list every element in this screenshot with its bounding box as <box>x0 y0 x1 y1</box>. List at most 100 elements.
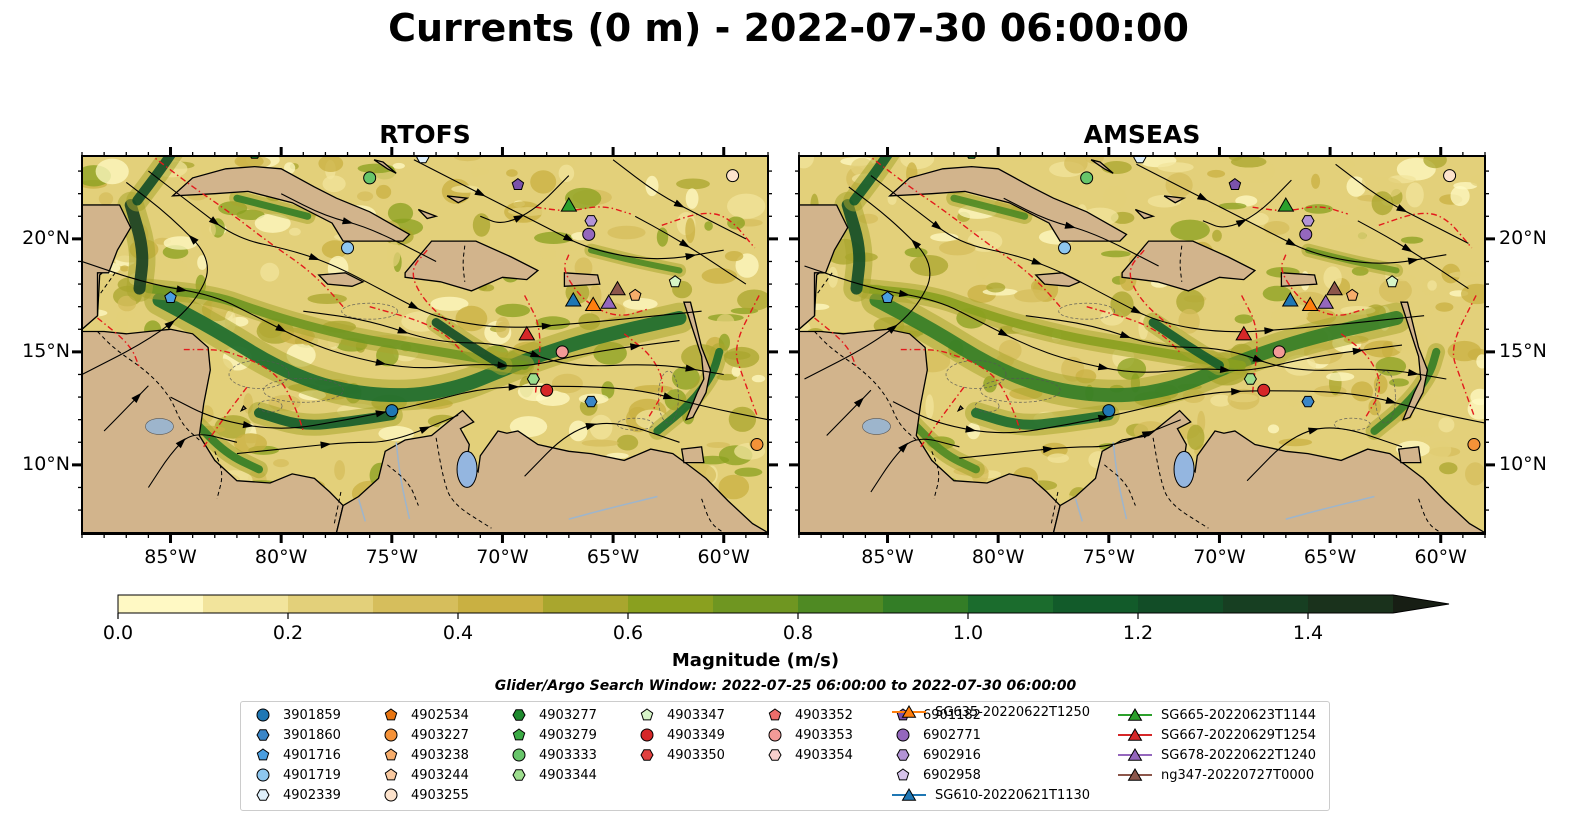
legend-marker-icon <box>768 728 782 742</box>
streamline-arrow <box>1235 219 1247 228</box>
legend-item-label: 4903238 <box>411 747 469 763</box>
colorbar-label: Magnitude (m/s) <box>671 650 840 671</box>
glider-ng347-20220727T0000 <box>609 280 626 296</box>
glider-SG635-20220622T1250 <box>584 296 602 311</box>
lake-maracaibo <box>456 450 478 488</box>
streamline-arrow <box>1196 192 1209 201</box>
legend-item-3901860: 3901860 <box>251 725 341 745</box>
streamline <box>870 175 1425 333</box>
streamline-arrow <box>1097 363 1110 371</box>
streamline <box>1357 220 1469 290</box>
lon-tick-label-amseas: 75°W <box>1082 546 1136 568</box>
streamline-arrow <box>208 216 220 226</box>
search-window-caption: Glider/Argo Search Window: 2022-07-25 06… <box>494 678 1077 694</box>
streamline <box>1202 179 1292 228</box>
streamline-arrow <box>562 233 575 242</box>
float-4903347 <box>1385 275 1399 288</box>
streamline-arrow <box>175 438 186 449</box>
frame-ticks <box>789 147 1495 543</box>
lon-tick-label-rtofs: 60°W <box>697 546 750 568</box>
streamline-arrow <box>965 425 977 433</box>
float-4903238 <box>1345 288 1359 301</box>
float-4901719 <box>1058 241 1072 255</box>
legend-item-label: 4903352 <box>795 707 853 723</box>
legend-item-SG665-20220623T1144: SG665-20220623T1144 <box>1117 705 1316 725</box>
legend-marker-icon <box>896 749 910 761</box>
float-6901182 <box>511 177 525 190</box>
lon-tick-label-rtofs: 80°W <box>254 546 308 568</box>
streamline-arrow <box>131 392 142 403</box>
colorbar-tick-label: 1.2 <box>1123 622 1153 644</box>
float-4901719 <box>341 241 355 255</box>
streamline-arrow <box>1308 427 1320 435</box>
colorbar-outline <box>117 594 1450 614</box>
streamline-arrow <box>673 199 685 208</box>
colorbar-segment <box>1223 595 1309 613</box>
float-4902339 <box>1133 156 1147 164</box>
lon-tick-label-amseas: 65°W <box>1303 546 1357 568</box>
legend-item-4902339: 4902339 <box>251 785 341 805</box>
colorbar-tick-label: 1.0 <box>953 622 983 644</box>
float-3901860 <box>1301 395 1315 408</box>
streamline-arrow <box>1064 221 1076 229</box>
map-panel-amseas <box>789 147 1495 543</box>
legend-item-label: 4903353 <box>795 727 853 743</box>
colorbar: 0.0 0.2 0.4 0.6 0.8 1.0 1.2 1.4 <box>103 594 1450 644</box>
streamline-arrow <box>662 392 675 400</box>
legend-item-label: 4901719 <box>283 767 341 783</box>
colorbar-segment <box>1053 595 1139 613</box>
legend-item-4903227: 4903227 <box>379 725 469 745</box>
legend-item-label: SG678-20220622T1240 <box>1161 747 1317 763</box>
legend-item-4901716: 4901716 <box>251 745 341 765</box>
land-bahamas-2 <box>373 159 397 174</box>
lon-tick-label-rtofs: 65°W <box>586 546 640 568</box>
colorbar-segment <box>543 595 629 613</box>
streamline <box>826 389 872 436</box>
land-puerto-rico <box>1280 272 1318 287</box>
streamline <box>170 385 768 429</box>
streamlines <box>82 159 768 488</box>
colorbar-segment <box>628 595 714 613</box>
legend-item-label: SG635-20220622T1250 <box>935 704 1091 720</box>
legend-item-4903279: 4903279 <box>507 725 597 745</box>
legend-marker-icon <box>512 728 526 741</box>
float-6902916 <box>1301 215 1315 227</box>
map-layers <box>799 156 1485 534</box>
legend-item-SG667-20220629T1254: SG667-20220629T1254 <box>1117 725 1316 745</box>
streamline-arrow <box>497 361 509 369</box>
streamline-arrow <box>1119 331 1132 338</box>
frame-ticks <box>72 147 778 543</box>
isobath-contours <box>228 302 679 431</box>
streamline-arrow <box>1401 243 1413 253</box>
legend-item-label: 4901716 <box>283 747 341 763</box>
streamline <box>870 438 960 493</box>
legend-item-label: 4903255 <box>411 787 469 803</box>
streamline <box>280 193 437 262</box>
panel-title-rtofs: RTOFS <box>379 120 471 149</box>
legend-item-label: 4902339 <box>283 787 341 803</box>
legend-marker-icon <box>384 768 398 781</box>
map-panel-rtofs <box>72 147 778 543</box>
glider-SG678-20220622T1240 <box>600 294 618 309</box>
rivers <box>357 442 658 522</box>
colorbar-tick-label: 0.4 <box>443 622 473 644</box>
land-jamaica <box>317 272 365 287</box>
colorbar-segment <box>968 595 1054 613</box>
isobath-contours <box>945 302 1396 431</box>
lat-tick-label-left: 15°N <box>22 339 70 362</box>
glider-SG667-20220629T1254 <box>518 325 536 341</box>
legend-marker-icon <box>896 768 910 781</box>
colorbar-segment <box>1138 595 1224 613</box>
lon-tick-label-amseas: 80°W <box>971 546 1025 568</box>
legend-item-label: SG610-20220621T1130 <box>935 787 1091 803</box>
legend-item-label: 4903333 <box>539 747 597 763</box>
streamline <box>1335 163 1469 244</box>
legend-marker-icon <box>768 749 782 761</box>
land-turks <box>1163 195 1187 204</box>
legend-item-label: 6901182 <box>923 707 981 723</box>
colorbar-tick-label: 0.6 <box>613 622 643 644</box>
float-4903227 <box>750 438 764 452</box>
legend-marker-icon <box>384 788 398 802</box>
legend-marker-icon <box>1118 708 1152 721</box>
float-4903227 <box>1467 438 1481 452</box>
